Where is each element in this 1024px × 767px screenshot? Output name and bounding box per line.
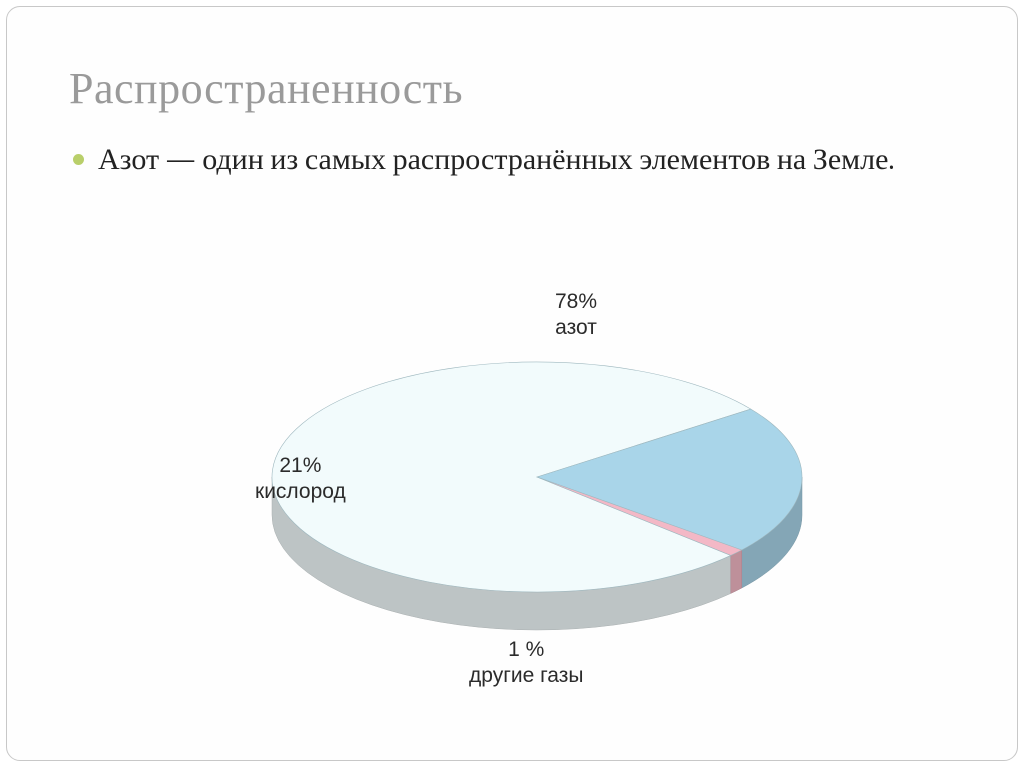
pie-side-другие газы: [731, 550, 742, 593]
slide-title: Распространенность: [69, 63, 955, 114]
pie-label-азот: 78% азот: [555, 289, 597, 342]
pie-label-кислород: 21% кислород: [255, 453, 346, 506]
bullet-icon: [73, 154, 84, 165]
slide-card: Распространенность Азот — один из самых …: [6, 6, 1018, 761]
pie-label-другие газы: 1 % другие газы: [469, 637, 583, 690]
pie-chart: 78% азот21% кислород1 % другие газы: [217, 297, 857, 717]
bullet-text: Азот — один из самых распространённых эл…: [98, 140, 895, 181]
bullet-item: Азот — один из самых распространённых эл…: [69, 140, 955, 181]
